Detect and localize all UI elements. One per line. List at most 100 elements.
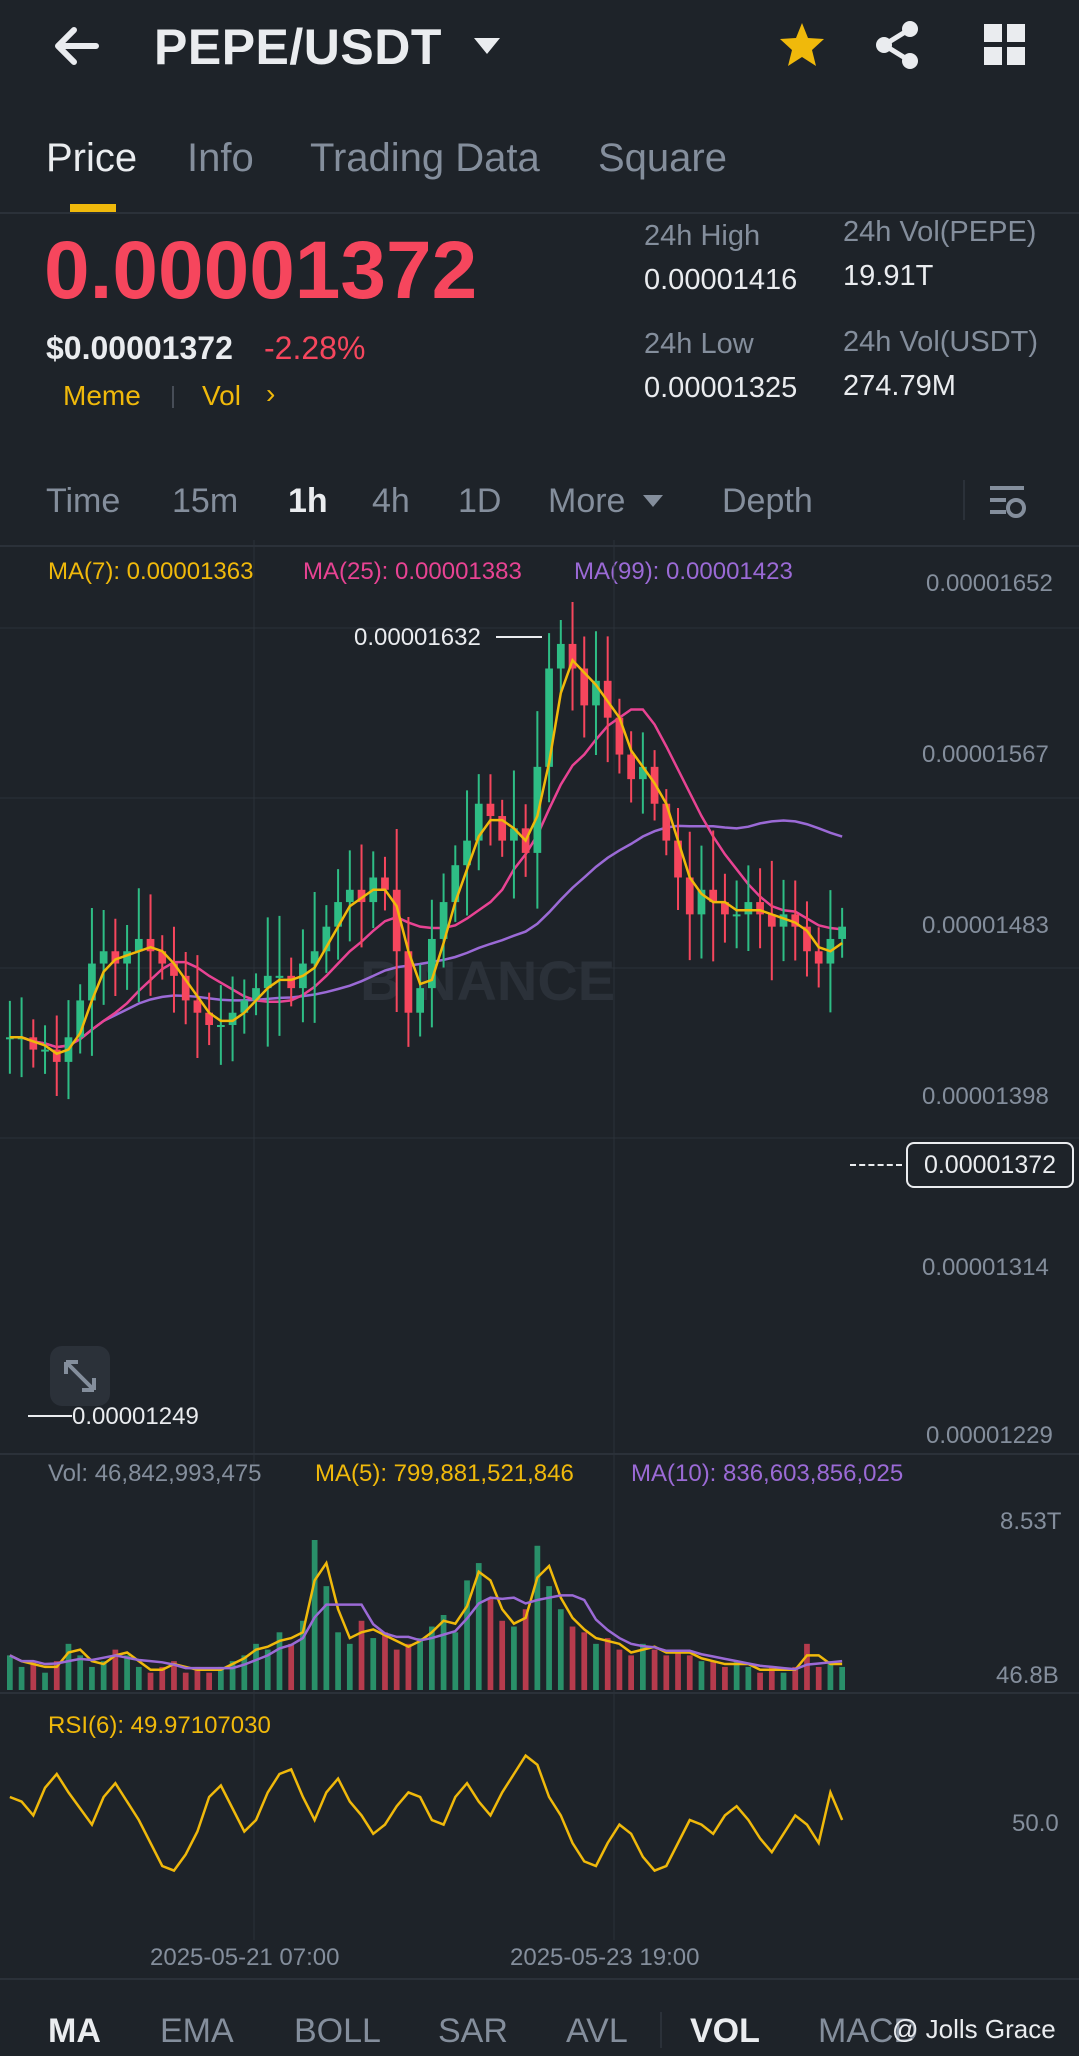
volume-bar: [827, 1661, 834, 1690]
share-button[interactable]: [874, 20, 922, 75]
candle-body: [779, 914, 788, 927]
tf-4h[interactable]: 4h: [372, 482, 410, 520]
volume-bar: [77, 1655, 84, 1690]
rsi-line: [9, 1753, 844, 1873]
price-tick: 0.00001652: [926, 570, 1053, 597]
candle-body: [685, 877, 694, 915]
candle-body: [674, 840, 682, 878]
volume-bar: [675, 1649, 681, 1690]
pair-title[interactable]: PEPE/USDT: [154, 19, 442, 75]
candle-body: [345, 889, 354, 903]
candle-body: [721, 902, 729, 915]
volume-bar: [557, 1609, 564, 1690]
candle-body: [123, 951, 131, 964]
current-price-line: [850, 1164, 902, 1166]
candle-body: [439, 902, 448, 939]
ind-macd[interactable]: MACD: [818, 2012, 919, 2050]
candle-body: [193, 1000, 202, 1013]
volume-bar: [475, 1563, 482, 1690]
candle-body: [568, 643, 577, 669]
expand-button[interactable]: [50, 1346, 110, 1406]
chevron-right-icon[interactable]: ›: [266, 378, 276, 409]
back-button[interactable]: [48, 18, 106, 74]
ma7-line: [9, 657, 843, 1056]
ind-vol[interactable]: VOL: [690, 2012, 760, 2050]
volume-bar: [640, 1643, 646, 1690]
time-tick: 2025-05-21 07:00: [150, 1944, 340, 1971]
chart-settings-icon[interactable]: [988, 482, 1028, 527]
rsi-legend: RSI(6): 49.97107030: [48, 1712, 271, 1739]
ind-avl[interactable]: AVL: [566, 2012, 628, 2050]
volume-bar: [581, 1632, 588, 1690]
tf-15m[interactable]: 15m: [172, 482, 239, 520]
candle-body: [29, 1037, 38, 1050]
candle-body: [533, 766, 542, 853]
tf-1d[interactable]: 1D: [458, 482, 502, 520]
caret-down-icon[interactable]: [642, 494, 664, 513]
volume-bar: [569, 1626, 576, 1690]
volume-bar: [30, 1661, 37, 1690]
ind-boll[interactable]: BOLL: [294, 2012, 381, 2050]
ma7-legend: MA(7): 0.00001363: [48, 558, 254, 585]
volume-bar: [604, 1638, 611, 1690]
candle-body: [275, 975, 284, 978]
candle-body: [146, 938, 155, 952]
volume-bar: [288, 1643, 295, 1690]
candle-body: [814, 951, 823, 964]
volume-bar: [18, 1666, 25, 1690]
caret-down-icon[interactable]: [472, 36, 502, 61]
candle-body: [732, 914, 741, 917]
candle-body: [252, 988, 260, 1001]
volume-bar: [499, 1620, 506, 1690]
ind-sar[interactable]: SAR: [438, 2012, 508, 2050]
candle-body: [228, 1012, 237, 1026]
volume-bar: [757, 1672, 763, 1690]
ind-ema[interactable]: EMA: [160, 2012, 234, 2050]
divider: [0, 1978, 1079, 1980]
candle-body: [627, 754, 635, 780]
volume-bar: [253, 1643, 259, 1690]
candle-body: [217, 1025, 225, 1028]
tf-depth[interactable]: Depth: [722, 482, 813, 520]
tf-time[interactable]: Time: [46, 482, 121, 520]
ind-ma[interactable]: MA: [48, 2012, 101, 2050]
tab-square[interactable]: Square: [598, 136, 727, 180]
tab-price[interactable]: Price: [46, 136, 138, 180]
vol-pepe-value: 19.91T: [843, 260, 934, 292]
candle-body: [697, 889, 706, 915]
price-chart[interactable]: BINANCE: [0, 540, 1079, 1960]
ma25-legend: MA(25): 0.00001383: [303, 558, 522, 585]
high-marker-label: 0.00001632: [354, 624, 481, 651]
tab-info[interactable]: Info: [187, 136, 254, 180]
tf-1h[interactable]: 1h: [288, 482, 328, 520]
rsi-axis-mid: 50.0: [1012, 1810, 1059, 1837]
volume-bar: [686, 1655, 693, 1690]
candle-body: [181, 975, 190, 1001]
tab-trading-data[interactable]: Trading Data: [310, 136, 540, 180]
volume-bar: [710, 1661, 717, 1690]
volume-bar: [429, 1626, 435, 1690]
volume-bar: [804, 1643, 810, 1690]
vol-ma10-line: [9, 1594, 843, 1671]
volume-bar: [417, 1638, 423, 1690]
tag-meme[interactable]: Meme: [63, 380, 141, 411]
volume-bar: [745, 1666, 752, 1690]
divider: [0, 212, 1079, 214]
apps-button[interactable]: [984, 24, 1026, 71]
candle-body: [463, 840, 471, 866]
ma25-line: [9, 708, 843, 1049]
tf-more[interactable]: More: [548, 482, 626, 520]
favorite-button[interactable]: [777, 20, 827, 75]
volume-bar: [780, 1672, 787, 1690]
volume-bar: [663, 1655, 670, 1690]
vol-pepe-label: 24h Vol(PEPE): [843, 216, 1037, 248]
volume-bar: [171, 1661, 177, 1690]
volume-bar: [651, 1649, 658, 1690]
candle-body: [756, 902, 764, 915]
volume-bar: [733, 1661, 740, 1690]
volume-bar: [464, 1580, 470, 1690]
price-tick: 0.00001314: [922, 1254, 1049, 1281]
candle-body: [474, 803, 483, 841]
volume-bar: [159, 1666, 166, 1690]
tag-vol[interactable]: Vol: [202, 380, 241, 411]
